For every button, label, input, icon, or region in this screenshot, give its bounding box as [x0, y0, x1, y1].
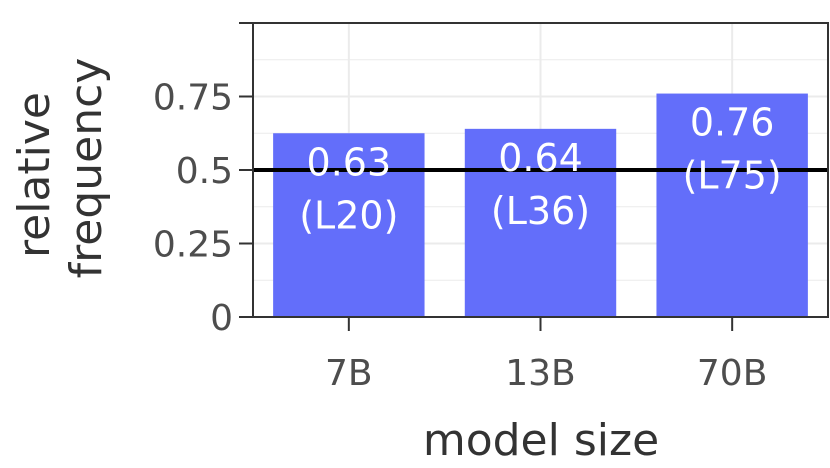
bar-value-label: 0.76 [690, 101, 775, 145]
bar-70B [656, 93, 808, 317]
bar-layer-label: (L36) [491, 189, 590, 233]
y-axis-title-line-2: frequency [61, 58, 112, 279]
bar-labels: 0.63 (L20) 0.64 (L36) 0.76 (L75) [299, 101, 782, 238]
bar-value-label: 0.64 [498, 136, 583, 180]
bar-13B [464, 128, 617, 317]
y-axis-title: relative frequency [9, 58, 112, 279]
bar-value-label: 0.63 [307, 140, 392, 184]
y-tick-label: 0.5 [176, 151, 233, 192]
y-axis-title-line-1: relative [9, 92, 60, 258]
bar-layer-label: (L75) [683, 154, 782, 198]
y-axis: 0 0.25 0.5 0.75 [153, 22, 253, 339]
bars [273, 93, 808, 317]
y-tick-label: 0 [210, 298, 233, 339]
bar-7B [273, 133, 425, 317]
x-tick-label: 13B [505, 353, 576, 394]
x-axis-title: model size [423, 415, 659, 466]
bar-layer-label: (L20) [299, 193, 398, 237]
x-tick-label: 70B [697, 353, 768, 394]
y-tick-label: 0.25 [153, 225, 233, 266]
y-tick-label: 0.75 [153, 78, 233, 119]
x-axis: 7B 13B 70B [325, 317, 767, 394]
x-tick-label: 7B [325, 353, 373, 394]
